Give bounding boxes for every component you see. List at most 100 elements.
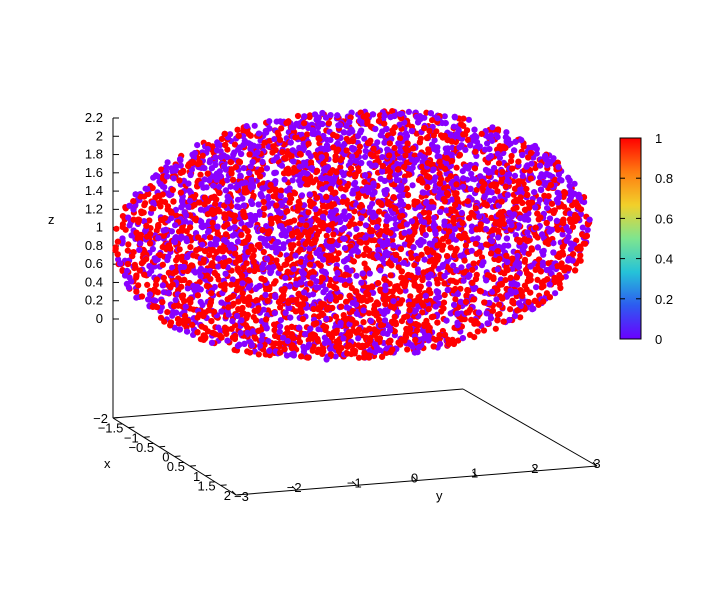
scatter-point <box>546 281 553 288</box>
scatter-point <box>287 314 294 321</box>
scatter-point <box>487 315 495 322</box>
scatter-point <box>410 145 417 152</box>
scatter-point <box>453 267 460 274</box>
scatter-point <box>430 166 437 173</box>
scatter-point <box>391 124 398 131</box>
back-y-line <box>112 388 464 419</box>
scatter-point <box>204 272 211 279</box>
x-tick-mark <box>112 417 120 419</box>
scatter-point <box>478 130 485 137</box>
y-tick-mark <box>291 485 297 491</box>
scatter-point <box>335 250 342 257</box>
scatter-point <box>441 291 448 299</box>
scatter-point <box>421 322 428 329</box>
scatter-point <box>177 162 184 169</box>
scatter-point <box>260 211 267 218</box>
scatter-point <box>465 136 472 144</box>
scatter-point <box>202 248 209 255</box>
scatter-point <box>366 140 373 147</box>
x-tick-label: 1.5 <box>198 478 216 493</box>
scatter-point <box>265 143 272 150</box>
scatter-point <box>510 206 517 213</box>
scatter-point <box>397 135 404 142</box>
scatter-point <box>231 224 238 231</box>
x-tick-label: −1.5 <box>98 421 124 436</box>
y-tick-label: −3 <box>234 489 249 504</box>
scatter-point <box>142 200 149 207</box>
scatter-point <box>184 328 191 335</box>
scatter-point <box>453 164 460 171</box>
scatter-point <box>167 283 174 291</box>
scatter-point <box>234 265 241 272</box>
x-tick-mark <box>220 484 227 486</box>
scatter-point <box>321 334 328 341</box>
x-tick-mark <box>143 436 150 438</box>
scatter-point <box>355 194 362 201</box>
scatter-point <box>503 129 510 136</box>
scatter-point <box>266 285 273 293</box>
y-axis-label: y <box>436 488 443 503</box>
scatter-point <box>425 209 433 217</box>
scatter-point <box>561 190 569 197</box>
scatter-point <box>240 264 247 271</box>
scatter-point <box>389 288 396 295</box>
scatter-point <box>408 127 415 135</box>
scatter-point <box>434 153 441 160</box>
scatter-point <box>292 308 299 315</box>
scatter-point <box>444 145 451 152</box>
scatter-point <box>426 258 433 265</box>
y-tick-label: −2 <box>287 480 302 495</box>
scatter-point <box>230 300 237 307</box>
scatter-point <box>440 305 447 312</box>
scatter-point <box>222 141 229 149</box>
scatter-point <box>368 237 375 244</box>
scatter-point <box>210 182 217 189</box>
scatter-point <box>347 267 354 274</box>
scatter-point <box>456 144 463 151</box>
scatter-point <box>146 217 153 224</box>
scatter-point <box>194 142 201 149</box>
scatter-point <box>160 274 167 281</box>
scatter-point <box>403 185 410 192</box>
scatter-point <box>424 184 431 191</box>
scatter-point <box>492 325 499 332</box>
x-ticks: −2−1.5−1−0.500.511.52 <box>93 411 243 503</box>
scatter-point <box>511 172 519 179</box>
scatter-point <box>502 183 509 190</box>
scatter-point <box>407 293 414 300</box>
scatter-point <box>220 163 228 170</box>
scatter-point <box>557 284 564 292</box>
scatter-point <box>350 346 357 354</box>
scatter-point <box>277 317 284 324</box>
scatter-point <box>420 209 427 216</box>
scatter-point <box>224 177 231 184</box>
back-x-line <box>462 388 598 467</box>
scatter-point <box>265 193 272 200</box>
scatter-point <box>450 262 457 269</box>
scatter-point <box>358 215 365 222</box>
scatter-point <box>519 151 526 159</box>
scatter-point <box>282 274 289 281</box>
scatter-point <box>358 279 365 286</box>
scatter-point <box>538 187 545 194</box>
scatter-point <box>477 173 484 180</box>
scatter-point <box>391 194 398 201</box>
scatter-point <box>507 140 514 147</box>
scatter-point <box>499 295 506 302</box>
scatter-point <box>361 135 368 142</box>
y-tick-label: −1 <box>347 475 362 490</box>
scatter-point <box>506 209 513 216</box>
scatter-point <box>449 336 456 343</box>
scatter-point <box>377 267 384 274</box>
scatter-point <box>191 150 198 157</box>
z-tick-label: 2 <box>96 128 103 143</box>
scatter-point <box>341 271 349 278</box>
z-tick-label: 0.8 <box>85 238 103 253</box>
scatter-point <box>169 186 176 194</box>
scatter-point <box>431 187 438 194</box>
scatter-point <box>324 306 331 313</box>
scatter-point <box>550 209 557 217</box>
scatter-point <box>332 195 339 202</box>
scatter-point <box>555 194 563 201</box>
scatter-point <box>306 245 313 252</box>
